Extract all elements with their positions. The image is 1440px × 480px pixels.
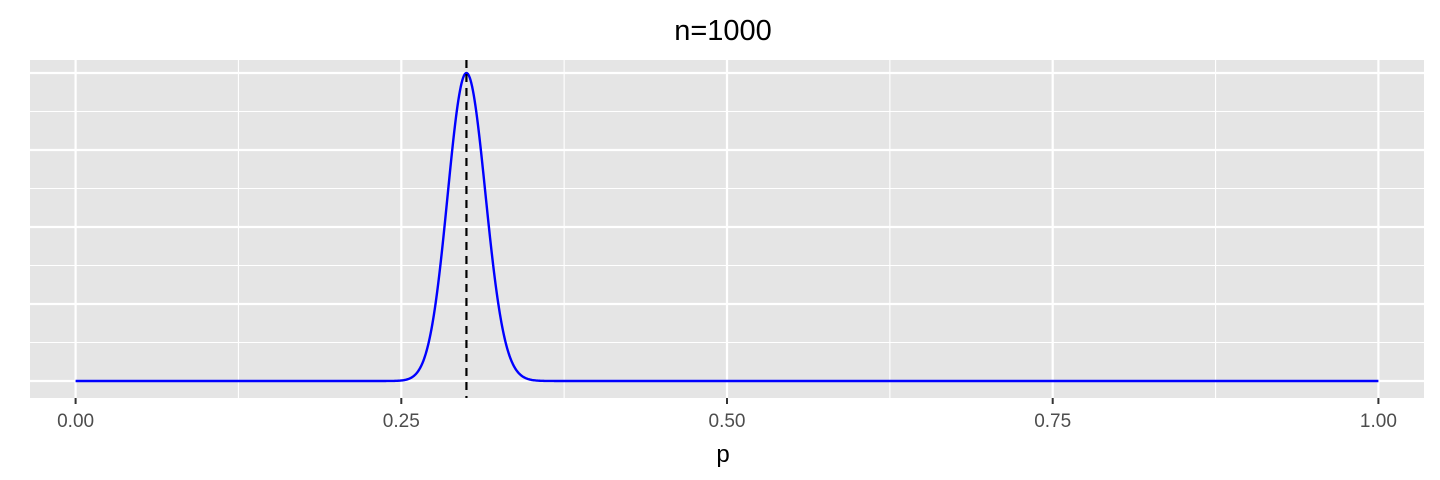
x-tick-label-1: 0.25 [383,411,420,432]
x-axis-label: p [716,441,729,468]
x-axis-ticks: 0.00 0.25 0.50 0.75 1.00 [57,398,1397,432]
chart-title: n=1000 [674,15,772,47]
series-layer [75,71,1379,383]
grid-lines [30,60,1424,398]
x-tick-label-2: 0.50 [709,411,746,432]
x-tick-label-4: 1.00 [1360,411,1397,432]
density-curve [75,71,1379,383]
x-tick-label-3: 0.75 [1034,411,1071,432]
x-tick-label-0: 0.00 [57,411,94,432]
